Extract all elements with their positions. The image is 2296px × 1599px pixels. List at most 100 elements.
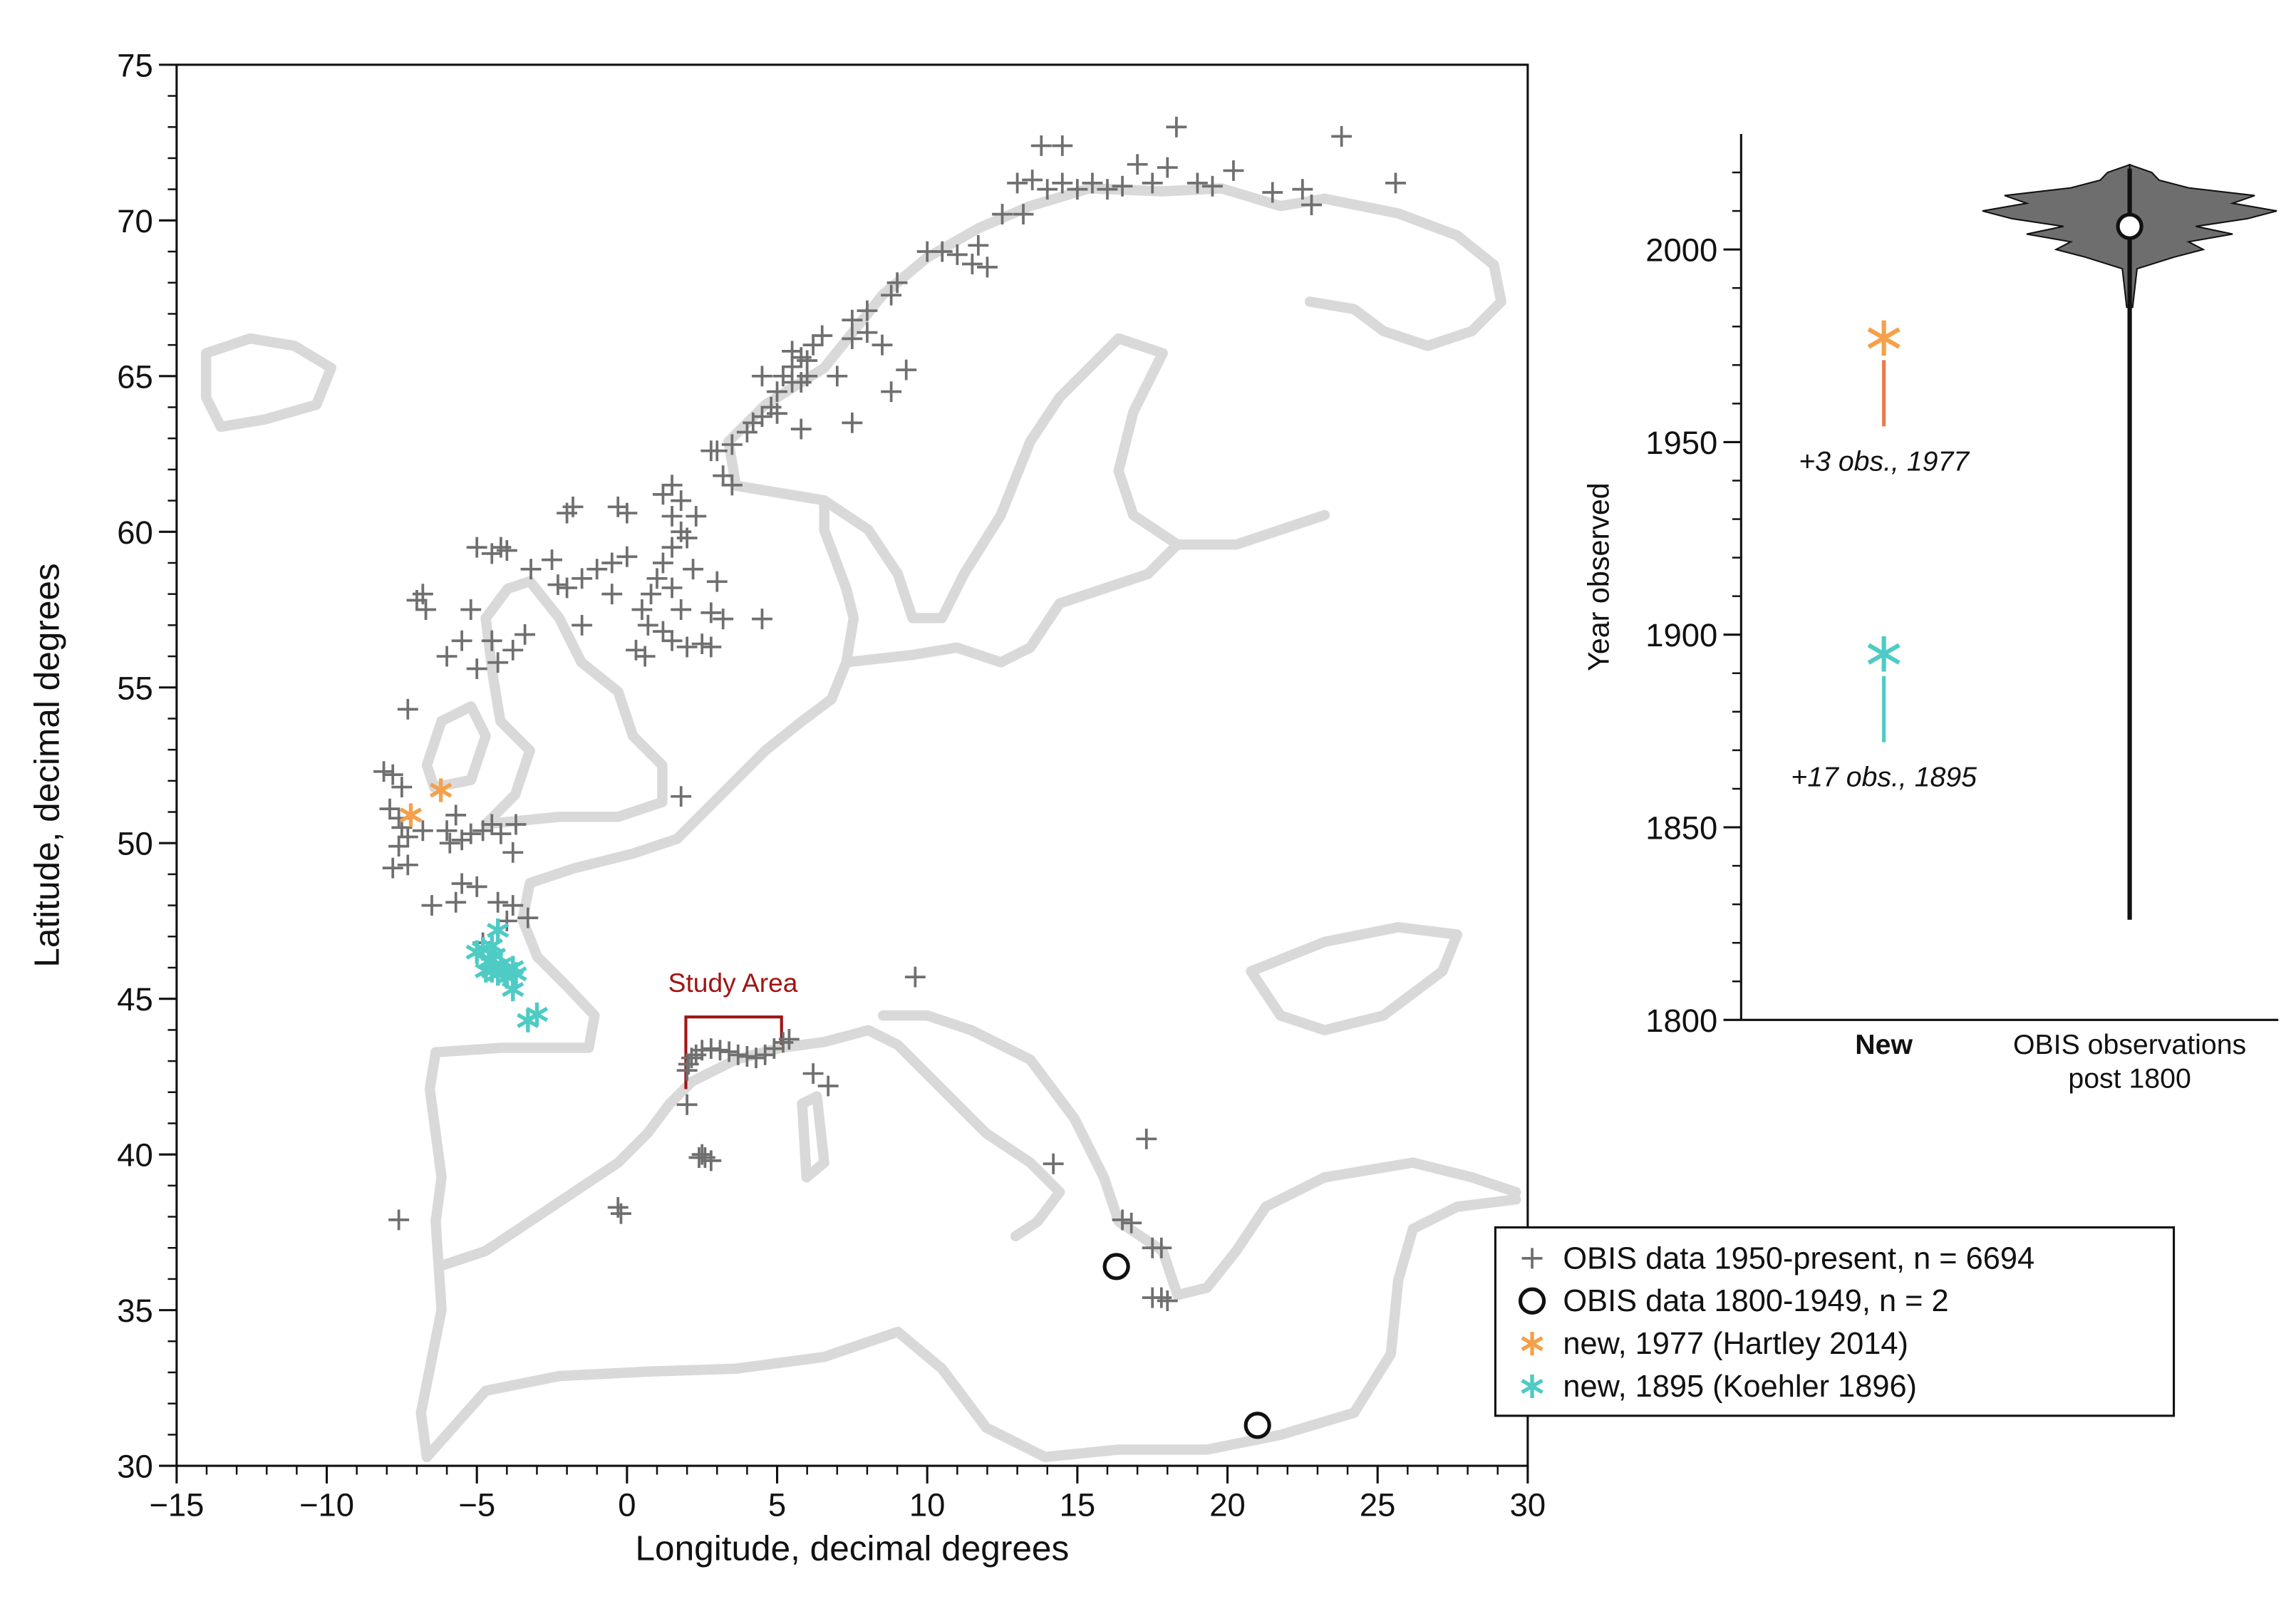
legend-marker [1521, 1375, 1543, 1399]
x-tick-label: New [1855, 1030, 1913, 1062]
point-plus [451, 873, 472, 894]
legend-box [1494, 1226, 2176, 1417]
point-plus [1082, 172, 1103, 194]
point-plus [842, 328, 863, 349]
point-plus [382, 764, 403, 785]
point-plus [1052, 135, 1073, 156]
point-plus [961, 254, 983, 274]
point-plus [490, 823, 512, 844]
point-plus [691, 1040, 713, 1061]
x-tick-label: OBIS observations post 1800 [2012, 1030, 2247, 1095]
point-plus [728, 1044, 749, 1065]
point-plus [1022, 170, 1043, 190]
point-plus [1385, 172, 1406, 194]
y-tick-label: 1900 [1645, 617, 1717, 653]
point-plus [881, 381, 902, 403]
point-plus [460, 599, 482, 620]
y-tick-label: 2000 [1645, 232, 1717, 269]
legend-marker [1521, 1248, 1543, 1269]
point-plus [1037, 179, 1058, 200]
point-plus [505, 814, 527, 835]
point-plus [802, 1063, 824, 1085]
point-plus [616, 546, 638, 567]
point-plus [676, 636, 698, 658]
point-star [475, 958, 497, 983]
point-plus [700, 602, 722, 623]
annotation: +17 obs., 1895 [1791, 762, 1977, 793]
point-plus [481, 814, 502, 835]
point-plus [379, 798, 400, 819]
point-plus [691, 1144, 713, 1165]
point-plus [514, 624, 536, 645]
point-plus [812, 325, 833, 346]
point-plus [683, 559, 704, 580]
point-plus [782, 372, 803, 393]
point-plus [881, 284, 902, 306]
point-plus [520, 559, 542, 580]
point-plus [1292, 179, 1313, 200]
x-tick-label: −15 [149, 1486, 204, 1523]
y-tick-label: 70 [117, 203, 153, 239]
point-plus [547, 574, 569, 596]
violin-right [2129, 163, 2277, 309]
x-tick-label: 20 [1209, 1486, 1246, 1523]
x-tick-label: −5 [458, 1486, 495, 1523]
point-plus [713, 465, 734, 487]
y-tick-label: 35 [117, 1293, 153, 1329]
coastline [878, 1010, 1521, 1300]
study-area-bracket [684, 1015, 783, 1090]
violin-left [1982, 163, 2131, 309]
point-plus [767, 403, 787, 424]
point-plus [436, 820, 457, 842]
point-plus [745, 1047, 767, 1069]
point-plus [1067, 179, 1088, 200]
point-plus [886, 272, 908, 294]
point-plus [1157, 157, 1178, 178]
point-plus [481, 630, 502, 651]
point-plus [797, 366, 818, 387]
point-plus [631, 599, 653, 620]
coastline [841, 539, 1183, 668]
point-plus [652, 552, 673, 574]
y-tick-label: 30 [117, 1449, 153, 1485]
point-plus [802, 334, 824, 356]
point-plus [661, 475, 683, 496]
point-plus [767, 381, 787, 403]
x-tick-label: 25 [1360, 1486, 1396, 1523]
point-plus [931, 241, 953, 262]
point-plus [661, 577, 683, 599]
point-plus [710, 1040, 730, 1061]
legend-label: OBIS data 1950-present, n = 6694 [1563, 1241, 2034, 1275]
study-area-label: Study Area [668, 968, 798, 998]
point-plus [1262, 182, 1283, 203]
point-plus [481, 543, 502, 564]
point-plus [946, 244, 968, 265]
y-tick-label: 75 [117, 47, 153, 83]
x-tick-label: New [1855, 1030, 1913, 1062]
point-plus [968, 234, 989, 256]
point-plus [977, 257, 998, 278]
y-tick-label: 55 [117, 670, 153, 706]
point-plus [1043, 1153, 1064, 1174]
point-plus [1186, 172, 1208, 194]
point-plus [1202, 175, 1223, 197]
point-plus [691, 633, 713, 655]
coastline [200, 333, 336, 433]
point-plus [502, 842, 524, 863]
point-plus [661, 505, 683, 527]
point-plus [652, 621, 673, 642]
y-tick-label: 50 [117, 826, 153, 862]
point-plus [1301, 195, 1322, 215]
point-plus [706, 571, 728, 592]
point-plus [721, 475, 743, 496]
point-plus [743, 412, 764, 433]
point-plus [542, 549, 562, 571]
point-plus [752, 366, 772, 387]
point-plus [557, 577, 578, 599]
point-plus [1112, 1209, 1133, 1231]
x-tick-label: 5 [768, 1486, 786, 1523]
point-plus [857, 300, 878, 321]
y-tick-label: 45 [117, 981, 153, 1018]
